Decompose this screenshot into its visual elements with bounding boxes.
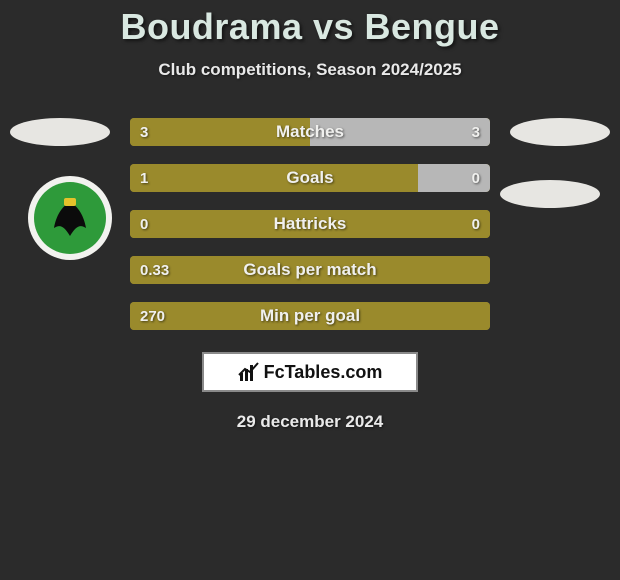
stats-area: Matches33Goals10Hattricks00Goals per mat…: [0, 118, 620, 330]
stat-bar-label: Goals per match: [130, 260, 490, 280]
subtitle: Club competitions, Season 2024/2025: [158, 60, 461, 80]
stat-bar-left-value: 0.33: [140, 262, 169, 279]
stat-bar-left-value: 3: [140, 124, 148, 141]
club-logo-accent: [64, 198, 76, 206]
player-badge-right-secondary: [500, 180, 600, 208]
club-logo: [28, 176, 112, 260]
chart-icon: [238, 361, 260, 383]
player-badge-left: [10, 118, 110, 146]
stat-bar-left-value: 0: [140, 216, 148, 233]
stat-bar-row: Hattricks0 0: [130, 210, 490, 238]
stat-bars: Matches33Goals10Hattricks00Goals per mat…: [130, 118, 490, 330]
stat-bar-right-value: 3: [472, 124, 480, 141]
watermark: FcTables.com: [202, 352, 418, 392]
stat-bar-label: Goals: [130, 168, 490, 188]
date-text: 29 december 2024: [237, 412, 384, 432]
stat-bar-row: Min per goal270: [130, 302, 490, 330]
stat-bar-label: Min per goal: [130, 306, 490, 326]
content-wrapper: Boudrama vs Bengue Club competitions, Se…: [0, 0, 620, 580]
stat-bar-row: Goals1 0: [130, 164, 490, 192]
club-logo-inner: [34, 182, 106, 254]
player-badge-right: [510, 118, 610, 146]
stat-bar-right-value: 0: [472, 170, 480, 187]
stat-bar-left-value: 270: [140, 308, 165, 325]
stat-bar-row: Matches3 3: [130, 118, 490, 146]
watermark-text: FcTables.com: [264, 362, 383, 383]
stat-bar-right-value: 0: [472, 216, 480, 233]
stat-bar-left-value: 1: [140, 170, 148, 187]
stat-bar-label: Matches: [130, 122, 490, 142]
stat-bar-row: Goals per match0.33: [130, 256, 490, 284]
page-title: Boudrama vs Bengue: [120, 6, 499, 48]
stat-bar-label: Hattricks: [130, 214, 490, 234]
